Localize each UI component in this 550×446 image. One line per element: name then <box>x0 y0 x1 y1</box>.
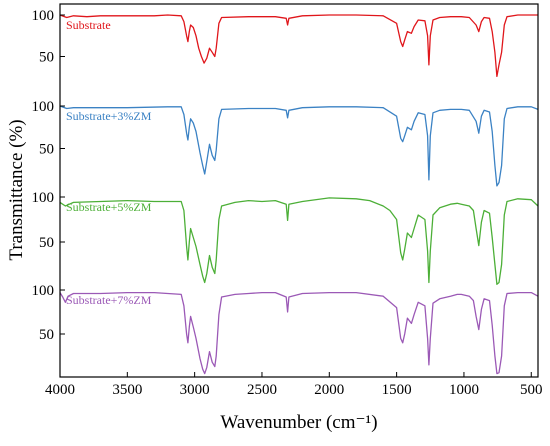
series-label-4: Substrate+7%ZM <box>66 293 152 307</box>
plot-frame <box>59 3 539 378</box>
x-tick-label: 3500 <box>112 382 142 398</box>
series-line-3 <box>59 197 539 285</box>
y-tick-label: 50 <box>39 327 54 343</box>
x-tick-label: 2000 <box>314 382 344 398</box>
y-tick-label: 100 <box>32 8 55 24</box>
y-tick-label: 100 <box>32 190 55 206</box>
series-label-2: Substrate+3%ZM <box>66 109 152 123</box>
x-tick-label: 3000 <box>180 382 210 398</box>
y-tick-label: 100 <box>32 99 55 115</box>
y-tick-label: 50 <box>39 142 54 158</box>
x-tick-label: 1000 <box>449 382 479 398</box>
y-tick-label: 50 <box>39 50 54 66</box>
series-line-2 <box>59 105 539 187</box>
x-tick-label: 500 <box>520 382 543 398</box>
x-axis-title: Wavenumber (cm⁻¹) <box>220 412 377 433</box>
x-tick-label: 2500 <box>247 382 277 398</box>
x-tick-label: 1500 <box>382 382 412 398</box>
series-label-3: Substrate+5%ZM <box>66 200 152 214</box>
axes-layer: 4000 3500 3000 2500 2000 1500 1000 500 10050100… <box>6 3 543 433</box>
series-line-1 <box>59 14 538 78</box>
x-tick-label: 4000 <box>45 382 75 398</box>
y-axis-ticks: 100 50 100 50 100 50 100 50 <box>32 8 65 343</box>
series-label-1: Substrate <box>66 18 111 32</box>
x-axis-ticks: 4000 3500 3000 2500 2000 1500 1000 500 <box>45 372 543 398</box>
y-tick-label: 100 <box>32 283 55 299</box>
panels-layer: Substrate Substrate+3%ZM Substrate+5%ZM Sub… <box>59 14 539 375</box>
y-axis-title: Transmittance (%) <box>6 119 27 260</box>
series-line-4 <box>59 291 539 375</box>
y-tick-label: 50 <box>39 235 54 251</box>
